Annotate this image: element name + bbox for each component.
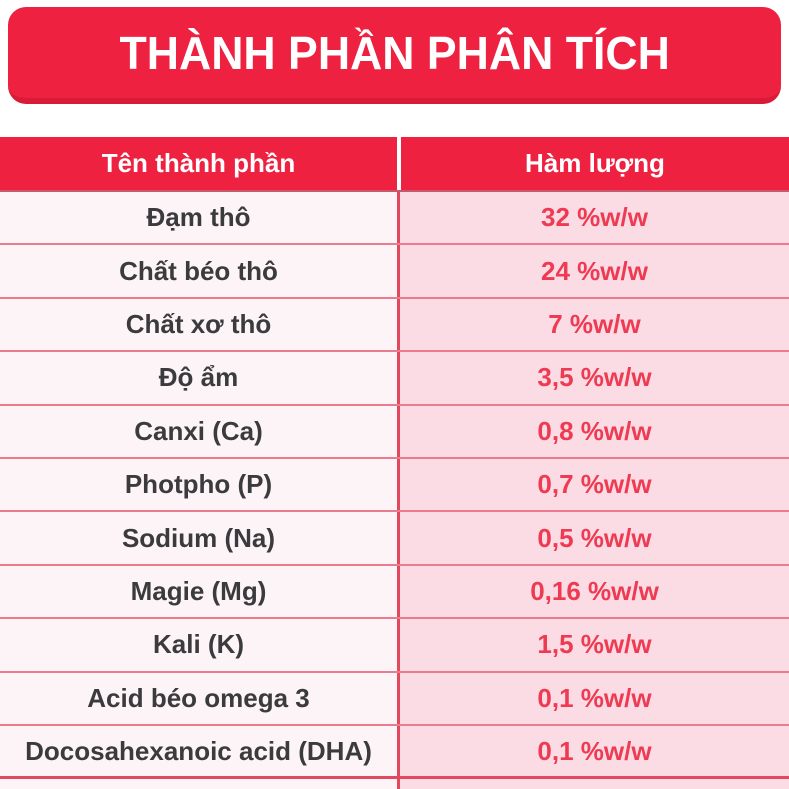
ingredient-name-cell: Canxi (Ca) xyxy=(0,405,397,457)
table-row: Docosahexanoic acid (DHA) 0,1 %w/w xyxy=(0,725,789,780)
table-row: Sodium (Na) 0,5 %w/w xyxy=(0,512,789,566)
amount-value-cell: 32 %w/w xyxy=(397,192,789,244)
page-title: THÀNH PHẦN PHÂN TÍCH xyxy=(119,26,670,79)
amount-value-cell: 0,16 %w/w xyxy=(397,565,789,618)
ingredient-name-cell: Photpho (P) xyxy=(0,458,397,511)
table-row: Chất béo thô 24 %w/w xyxy=(0,245,789,299)
table-bottom-stub xyxy=(0,779,789,789)
table-row: Đạm thô 32 %w/w xyxy=(0,192,789,246)
ingredient-name-cell: Kali (K) xyxy=(0,619,397,671)
amount-value-cell: 0,5 %w/w xyxy=(397,512,789,564)
table-row: Magie (Mg) 0,16 %w/w xyxy=(0,565,789,620)
table-body: Đạm thô 32 %w/w Chất béo thô 24 %w/w Chấ… xyxy=(0,192,789,780)
table-row: Canxi (Ca) 0,8 %w/w xyxy=(0,405,789,459)
amount-value-cell: 0,7 %w/w xyxy=(397,458,789,511)
ingredient-name-cell: Magie (Mg) xyxy=(0,565,397,618)
column-header-amount: Hàm lượng xyxy=(397,137,789,190)
table-row: Kali (K) 1,5 %w/w xyxy=(0,619,789,673)
ingredient-name-cell: Chất béo thô xyxy=(0,245,397,297)
title-banner: THÀNH PHẦN PHÂN TÍCH xyxy=(8,7,781,104)
ingredient-name-cell: Docosahexanoic acid (DHA) xyxy=(0,725,397,777)
ingredient-name-cell: Acid béo omega 3 xyxy=(0,672,397,724)
table-row: Acid béo omega 3 0,1 %w/w xyxy=(0,672,789,726)
ingredient-name-cell: Đạm thô xyxy=(0,192,397,244)
table-header-row: Tên thành phần Hàm lượng xyxy=(0,137,789,192)
ingredient-name-cell: Chất xơ thô xyxy=(0,298,397,351)
amount-value-cell: 3,5 %w/w xyxy=(397,352,789,404)
table-row: Photpho (P) 0,7 %w/w xyxy=(0,458,789,513)
ingredient-name-cell: Độ ẩm xyxy=(0,352,397,404)
amount-value-cell: 0,1 %w/w xyxy=(397,725,789,777)
amount-value-cell: 0,1 %w/w xyxy=(397,672,789,724)
amount-value-cell: 7 %w/w xyxy=(397,298,789,351)
stub-right-cell xyxy=(397,779,789,789)
amount-value-cell: 24 %w/w xyxy=(397,245,789,297)
table-row: Độ ẩm 3,5 %w/w xyxy=(0,352,789,406)
table-row: Chất xơ thô 7 %w/w xyxy=(0,298,789,353)
amount-value-cell: 1,5 %w/w xyxy=(397,619,789,671)
stub-left-cell xyxy=(0,779,397,789)
ingredient-name-cell: Sodium (Na) xyxy=(0,512,397,564)
column-header-ingredient: Tên thành phần xyxy=(101,148,296,178)
amount-value-cell: 0,8 %w/w xyxy=(397,405,789,457)
analysis-table: Tên thành phần Hàm lượng Đạm thô 32 %w/w… xyxy=(0,137,789,789)
